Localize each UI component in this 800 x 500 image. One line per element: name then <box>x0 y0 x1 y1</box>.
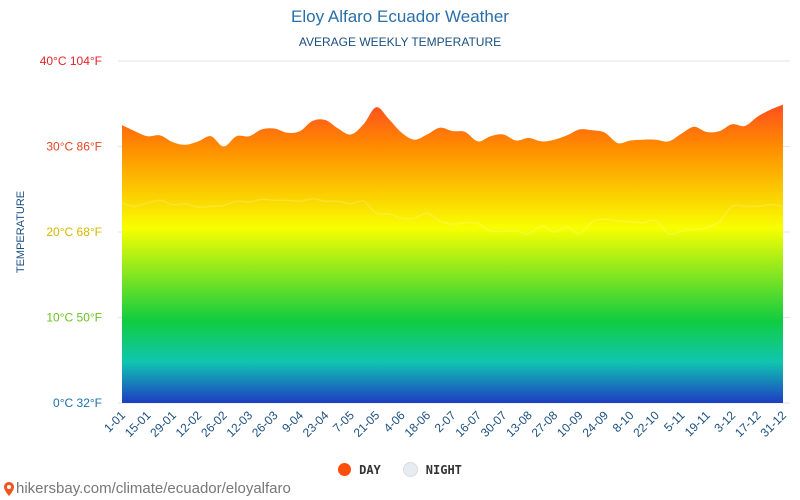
x-tick-label: 31-12 <box>758 408 790 440</box>
source-url[interactable]: hikersbay.com/climate/ecuador/eloyalfaro <box>16 480 291 497</box>
x-tick-label: 22-10 <box>630 408 662 440</box>
y-tick-label: 30°C 86°F <box>46 140 102 154</box>
chart-title: Eloy Alfaro Ecuador Weather <box>291 7 509 26</box>
x-tick-label: 12-02 <box>173 408 205 440</box>
x-tick-label: 12-03 <box>224 408 256 440</box>
x-tick-label: 19-11 <box>682 408 713 439</box>
y-tick-label: 10°C 50°F <box>46 311 102 325</box>
y-tick-label: 0°C 32°F <box>53 396 102 410</box>
night-series-line <box>121 197 784 235</box>
x-tick-label: 27-08 <box>529 408 561 440</box>
x-tick-label: 23-04 <box>300 408 332 440</box>
y-tick-label: 20°C 68°F <box>46 225 102 239</box>
legend-item-day[interactable]: DAY <box>338 462 381 477</box>
x-tick-label: 16-07 <box>452 408 484 440</box>
source-link[interactable]: hikersbay.com/climate/ecuador/eloyalfaro <box>4 480 291 497</box>
x-axis-labels: 1-0115-0129-0112-0226-0212-0326-039-0423… <box>101 408 789 440</box>
y-tick-label: 40°C 104°F <box>40 54 102 68</box>
y-axis-title: TEMPERATURE <box>15 191 27 273</box>
legend-day-label: DAY <box>359 462 381 477</box>
x-tick-label: 17-12 <box>732 408 764 440</box>
x-tick-label: 30-07 <box>478 408 510 440</box>
y-axis-labels: 40°C 104°F 30°C 86°F 20°C 68°F 10°C 50°F 0°C… <box>40 54 102 410</box>
x-tick-label: 26-02 <box>198 408 230 440</box>
x-tick-label: 26-03 <box>249 408 281 440</box>
legend-night-marker <box>402 462 418 477</box>
x-tick-label: 21-05 <box>351 408 383 440</box>
x-tick-label: 10-09 <box>554 408 586 440</box>
map-pin-icon <box>4 481 14 496</box>
chart-legend: DAY NIGHT <box>0 462 800 477</box>
legend-day-marker <box>338 463 352 476</box>
x-tick-label: 24-09 <box>580 408 612 440</box>
legend-item-night[interactable]: NIGHT <box>402 462 462 477</box>
night-series-area <box>122 198 783 403</box>
x-tick-label: 18-06 <box>402 408 434 440</box>
x-tick-label: 15-01 <box>122 408 154 440</box>
plot-area <box>121 104 784 403</box>
temperature-chart: 40°C 104°F 30°C 86°F 20°C 68°F 10°C 50°F 0°C… <box>15 54 790 440</box>
x-tick-label: 13-08 <box>503 408 535 440</box>
legend-night-label: NIGHT <box>425 462 462 477</box>
chart-subtitle: AVERAGE WEEKLY TEMPERATURE <box>298 35 502 49</box>
x-tick-label: 29-01 <box>147 408 179 440</box>
